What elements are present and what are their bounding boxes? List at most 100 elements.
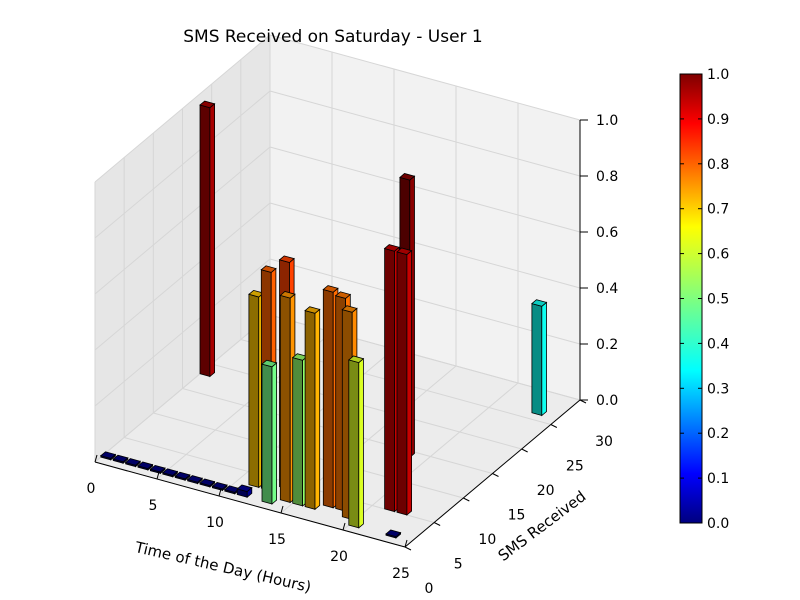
colorbar-tick-label: 0.9 [707,112,729,128]
bar [149,464,166,475]
bar-top-face [199,100,216,109]
bar-top-face [99,451,117,459]
bar-top-face [383,244,401,252]
colorbar-tick-label: 0.3 [707,381,729,397]
bar-top-face [385,529,402,538]
bar [385,529,402,539]
bar [137,461,154,471]
bar-top-face [261,359,278,368]
grid-line [94,90,271,239]
bar-top-face [186,475,204,483]
chart-title: SMS Received on Saturday - User 1 [183,27,483,47]
grid-line [269,146,581,233]
bar-front-face [292,357,304,507]
grid-line [269,34,581,121]
colorbar-tick-label: 0.4 [707,336,729,352]
bar [199,478,216,488]
bar-top-face [199,478,216,487]
bar-front-face [199,104,211,378]
bar-top-face [322,285,339,293]
x-tick-label: 10 [206,515,224,531]
bar-front-face [322,288,334,509]
x-tick-mark [404,539,408,548]
bar [304,306,321,511]
bar-front-face [279,294,291,504]
bar-top-face [341,305,358,313]
x-tick-label: 0 [87,481,96,497]
z-tick-label: 0.2 [596,337,618,353]
y-tick-mark [492,473,499,477]
x-tick-label: 15 [268,532,286,548]
bar-side-face [358,357,364,529]
y-tick-mark [463,497,470,502]
y-tick-label: 25 [566,459,584,475]
bar-side-face [314,308,321,511]
bar-top-face [260,265,277,273]
grid-line [269,202,581,289]
bar-top-face [531,299,548,307]
bar-side-face [406,249,413,516]
grid-line [94,202,271,351]
colorbar-tick-label: 0.0 [707,516,729,532]
y-tick-label: 0 [425,581,434,597]
bar-top-face [304,306,321,314]
bar [347,355,365,529]
x-tick-mark [342,522,346,531]
x-tick-label: 25 [392,566,410,582]
bar-front-face [531,303,543,417]
z-tick-label: 0.6 [596,225,618,241]
bar-front-face [304,310,316,510]
bar [199,100,216,378]
y-tick-mark [521,448,528,453]
colorbar-tick-label: 0.7 [707,202,729,218]
bar-top-face [174,471,191,480]
x-tick-mark [94,454,98,463]
bar [161,468,179,478]
tick-labels: 0 5 10 15 20 25 0 5 10 15 20 25 30 0.0 0.2 0.4 0.6 0.8 1.0 [87,113,619,597]
grid-line [94,34,271,183]
bars-group [99,100,548,539]
x-tick-mark [218,488,222,497]
bar-top-face [112,454,129,463]
bar-top-face [278,255,295,263]
x-tick-label: 5 [149,498,158,514]
bar-side-face [541,301,547,417]
bar [124,458,142,468]
colorbar: 0.0 0.1 0.2 0.3 0.4 0.5 0.6 0.7 0.8 0.9 1.0 [679,67,729,532]
bar-top-face [279,291,296,299]
colorbar-tick-label: 0.5 [707,292,729,308]
z-tick-label: 0.4 [596,281,618,297]
bar-top-face [124,458,142,466]
bar-side-face [209,102,216,378]
colorbar-tick-label: 1.0 [707,67,729,83]
y-tick-label: 15 [508,508,526,524]
z-tick-label: 1.0 [596,113,618,129]
bar [531,299,548,417]
z-tick-label: 0.8 [596,169,618,185]
grid-line [94,258,271,407]
bar [112,454,129,465]
bar [261,359,278,505]
bar [99,451,117,461]
colorbar-tick-label: 0.6 [707,247,729,263]
grid-line [269,314,581,401]
bar [211,481,228,492]
bar-front-face [396,251,408,516]
colorbar-ticks: 0.0 0.1 0.2 0.3 0.4 0.5 0.6 0.7 0.8 0.9 1.0 [680,67,729,532]
bar [236,484,253,499]
bar-top-face [161,468,179,476]
y-tick-label: 10 [478,532,496,548]
bar-top-face [137,461,154,470]
bar-front-face [384,247,395,513]
colorbar-tick-label: 0.1 [707,471,729,487]
y-tick-label: 30 [595,434,613,450]
y-tick-mark [404,546,412,551]
y-tick-label: 20 [537,483,555,499]
grid-line [269,90,581,177]
z-tick-label: 0.0 [596,393,618,409]
bar [186,475,204,485]
bar-top-face [236,484,253,493]
grid-line [94,314,271,463]
y-tick-mark [550,424,558,428]
y-tick-mark [433,522,441,526]
